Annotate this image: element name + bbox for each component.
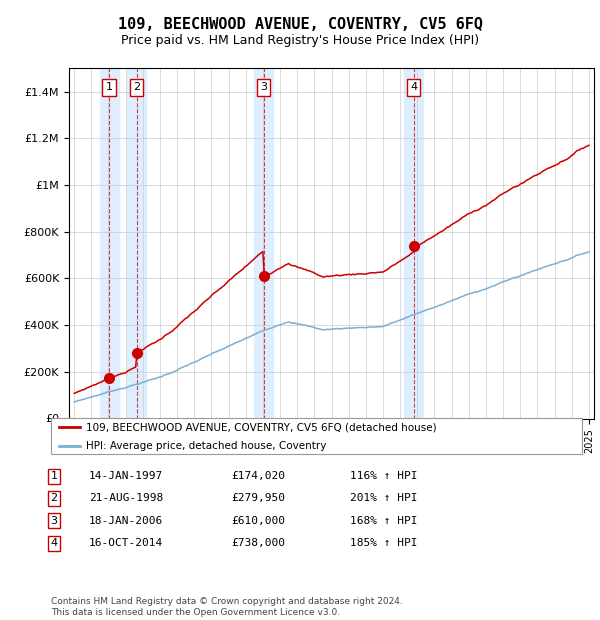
Text: £279,950: £279,950 <box>231 494 285 503</box>
Text: 4: 4 <box>410 82 417 92</box>
Text: 116% ↑ HPI: 116% ↑ HPI <box>350 471 418 481</box>
Text: 1: 1 <box>50 471 58 481</box>
Bar <box>100 68 119 418</box>
Text: 14-JAN-1997: 14-JAN-1997 <box>89 471 163 481</box>
Text: 109, BEECHWOOD AVENUE, COVENTRY, CV5 6FQ (detached house): 109, BEECHWOOD AVENUE, COVENTRY, CV5 6FQ… <box>86 422 436 432</box>
Text: Price paid vs. HM Land Registry's House Price Index (HPI): Price paid vs. HM Land Registry's House … <box>121 34 479 46</box>
Text: 3: 3 <box>260 82 267 92</box>
Bar <box>254 68 273 418</box>
Text: 2: 2 <box>50 494 58 503</box>
Text: 2: 2 <box>133 82 140 92</box>
Text: 109, BEECHWOOD AVENUE, COVENTRY, CV5 6FQ: 109, BEECHWOOD AVENUE, COVENTRY, CV5 6FQ <box>118 17 482 32</box>
Text: HPI: Average price, detached house, Coventry: HPI: Average price, detached house, Cove… <box>86 441 326 451</box>
Text: 21-AUG-1998: 21-AUG-1998 <box>89 494 163 503</box>
Text: 3: 3 <box>50 516 58 526</box>
Text: £610,000: £610,000 <box>231 516 285 526</box>
Text: 185% ↑ HPI: 185% ↑ HPI <box>350 538 418 548</box>
Text: Contains HM Land Registry data © Crown copyright and database right 2024.
This d: Contains HM Land Registry data © Crown c… <box>51 598 403 617</box>
Text: 1: 1 <box>106 82 113 92</box>
Bar <box>404 68 423 418</box>
Text: 4: 4 <box>50 538 58 548</box>
Text: 168% ↑ HPI: 168% ↑ HPI <box>350 516 418 526</box>
Text: 18-JAN-2006: 18-JAN-2006 <box>89 516 163 526</box>
Text: £174,020: £174,020 <box>231 471 285 481</box>
Bar <box>127 68 146 418</box>
Text: 201% ↑ HPI: 201% ↑ HPI <box>350 494 418 503</box>
Text: 16-OCT-2014: 16-OCT-2014 <box>89 538 163 548</box>
Text: £738,000: £738,000 <box>231 538 285 548</box>
